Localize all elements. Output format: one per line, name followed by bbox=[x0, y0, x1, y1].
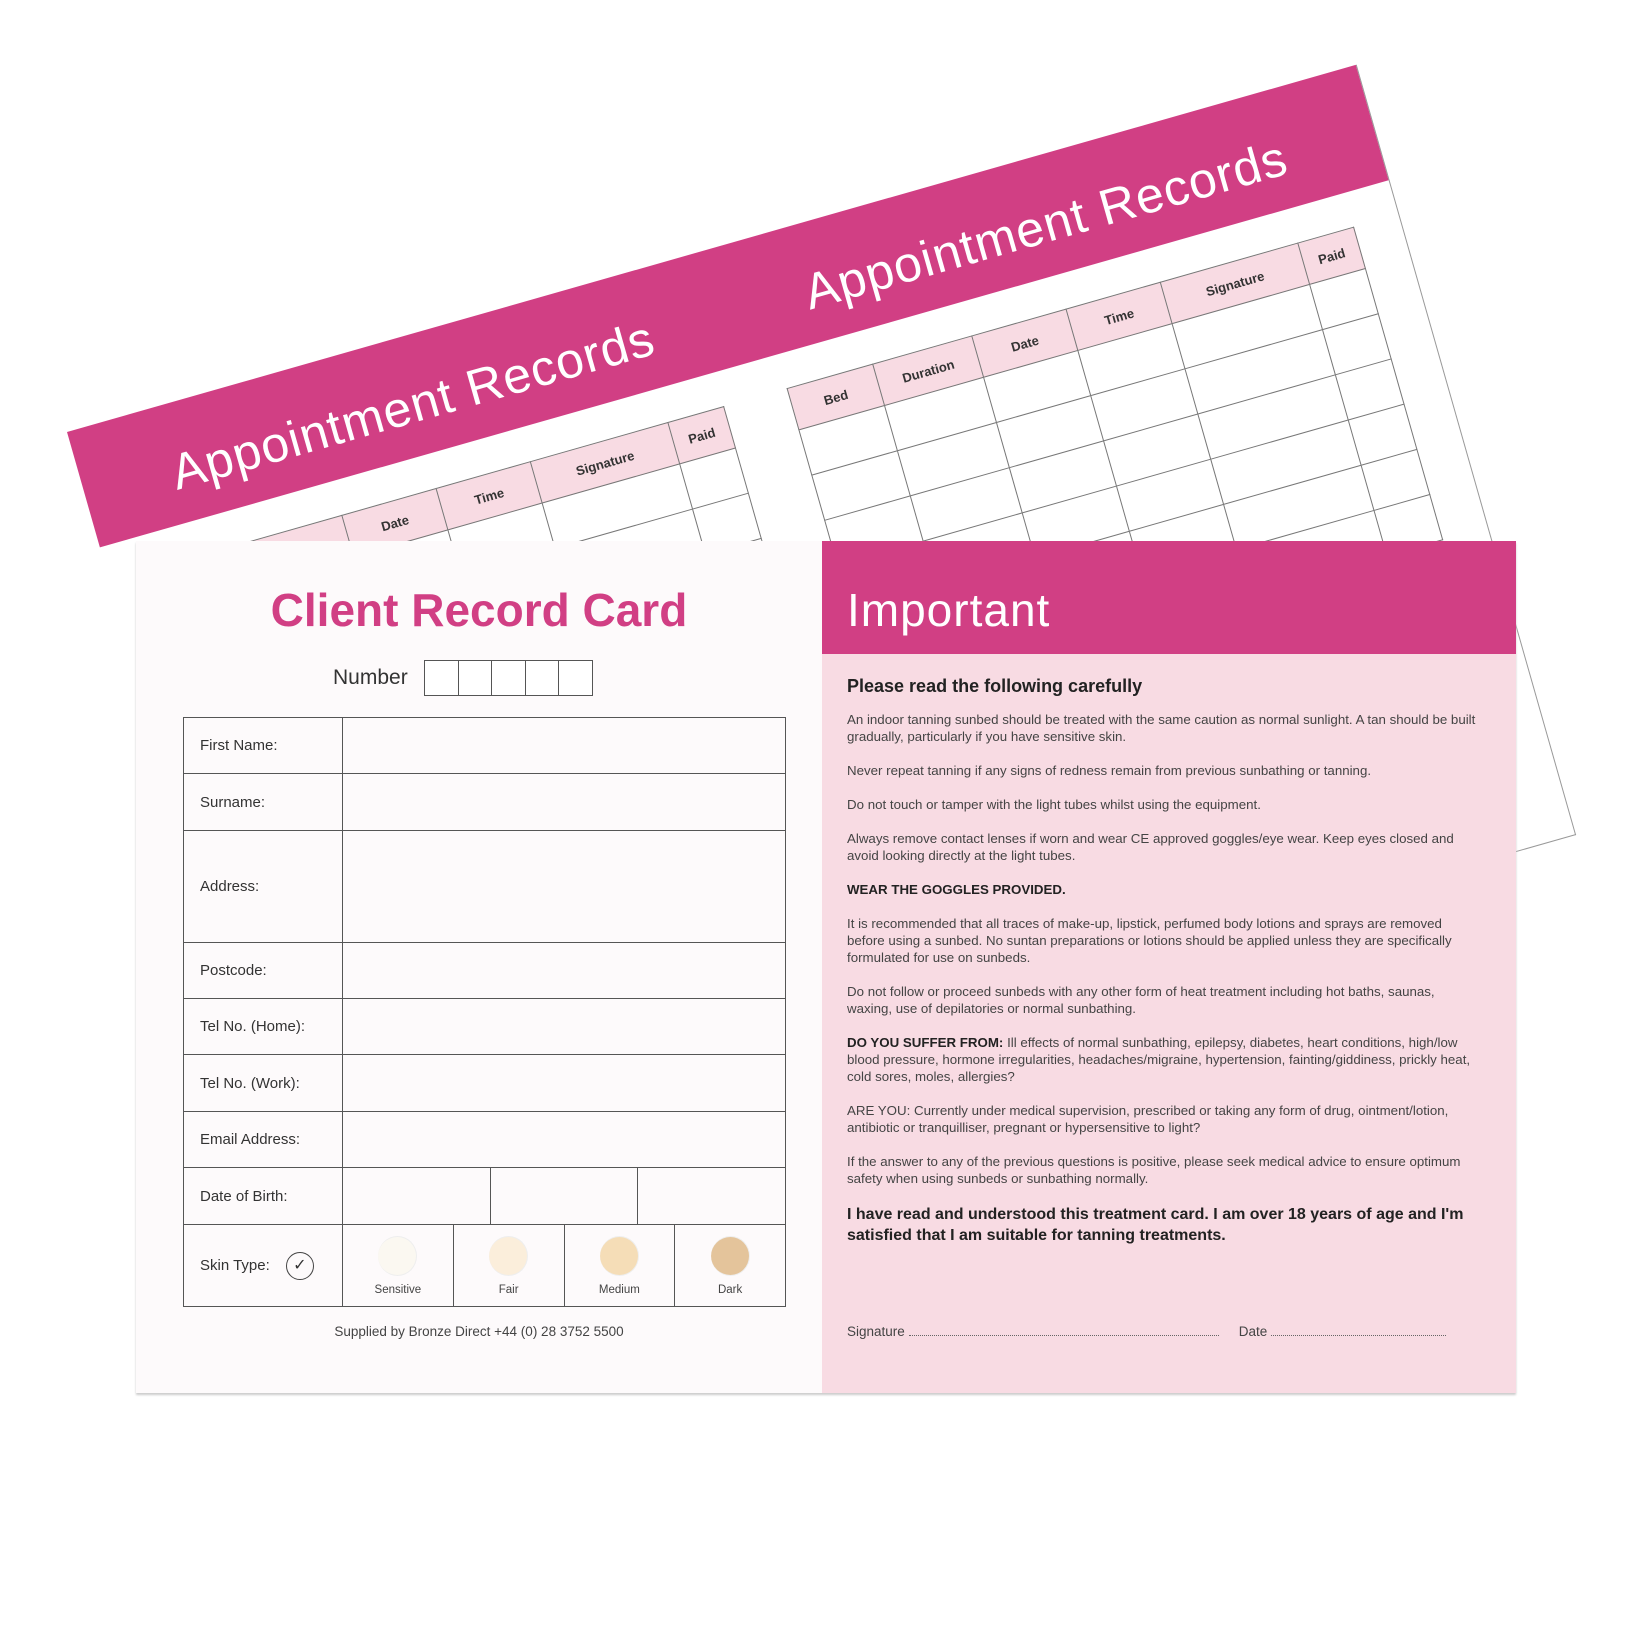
number-box[interactable] bbox=[524, 660, 560, 696]
field-label: Date of Birth: bbox=[183, 1167, 343, 1225]
postcode-field[interactable] bbox=[342, 942, 786, 999]
suffer-from-label: DO YOU SUFFER FROM: bbox=[847, 1035, 1004, 1050]
skin-option-label: Sensitive bbox=[374, 1284, 422, 1296]
paragraph: Always remove contact lenses if worn and… bbox=[847, 831, 1454, 863]
suffer-from-paragraph: DO YOU SUFFER FROM: Ill effects of norma… bbox=[847, 1034, 1477, 1085]
date-line[interactable] bbox=[1271, 1335, 1447, 1336]
skin-swatch bbox=[489, 1236, 529, 1276]
skin-swatch bbox=[378, 1236, 418, 1276]
skin-option-sensitive[interactable]: Sensitive bbox=[343, 1225, 453, 1306]
paragraph: Do not follow or proceed sunbeds with an… bbox=[847, 984, 1435, 1016]
address-field[interactable] bbox=[342, 830, 786, 943]
important-header: Important bbox=[822, 541, 1516, 654]
number-box[interactable] bbox=[558, 660, 594, 696]
important-panel: Important Please read the following care… bbox=[822, 541, 1516, 1393]
paragraph: Never repeat tanning if any signs of red… bbox=[847, 763, 1372, 778]
goggles-warning-text: WEAR THE GOGGLES PROVIDED. bbox=[847, 882, 1066, 897]
field-label: First Name: bbox=[183, 717, 343, 774]
skin-option-label: Fair bbox=[498, 1284, 519, 1296]
goggles-warning: WEAR THE GOGGLES PROVIDED. bbox=[847, 881, 1477, 898]
important-body: Please read the following carefully An i… bbox=[847, 676, 1477, 1263]
tel-home-field[interactable] bbox=[342, 998, 786, 1055]
suffer-from-text: Ill effects of normal sunbathing, epilep… bbox=[847, 1035, 1471, 1084]
first-name-field[interactable] bbox=[342, 717, 786, 774]
field-label: Surname: bbox=[183, 773, 343, 831]
declaration: I have read and understood this treatmen… bbox=[847, 1206, 1464, 1244]
number-box[interactable] bbox=[491, 660, 527, 696]
field-label: Address: bbox=[183, 830, 343, 943]
signature-label: Signature bbox=[847, 1324, 905, 1339]
skin-option-fair[interactable]: Fair bbox=[452, 1225, 564, 1306]
supplier-text: Supplied by Bronze Direct +44 (0) 28 375… bbox=[334, 1324, 624, 1339]
number-row: Number bbox=[333, 660, 594, 696]
skin-swatch bbox=[710, 1236, 750, 1276]
paragraph: If the answer to any of the previous que… bbox=[847, 1154, 1461, 1186]
field-label: Tel No. (Home): bbox=[183, 998, 343, 1055]
paragraph: An indoor tanning sunbed should be treat… bbox=[847, 712, 1476, 744]
client-details-table: First Name: Surname: Address: Postcode: … bbox=[183, 717, 786, 1307]
field-label: Postcode: bbox=[183, 942, 343, 999]
number-box[interactable] bbox=[457, 660, 493, 696]
instructions-heading: Please read the following carefully bbox=[847, 676, 1143, 696]
paragraph: It is recommended that all traces of mak… bbox=[847, 916, 1452, 965]
signature-line[interactable] bbox=[908, 1335, 1219, 1336]
surname-field[interactable] bbox=[342, 773, 786, 831]
skin-option-label: Dark bbox=[717, 1284, 743, 1296]
card-title: Client Record Card bbox=[270, 584, 688, 636]
client-record-panel: Client Record Card Number First Name: Su… bbox=[136, 541, 822, 1393]
field-label: Tel No. (Work): bbox=[183, 1054, 343, 1112]
date-of-birth-field[interactable] bbox=[342, 1167, 786, 1225]
dob-month-field[interactable] bbox=[489, 1168, 638, 1224]
number-label: Number bbox=[333, 666, 408, 689]
skin-option-label: Medium bbox=[598, 1284, 640, 1296]
checkmark-icon: ✓ bbox=[285, 1251, 314, 1280]
field-label: Email Address: bbox=[183, 1111, 343, 1168]
important-title: Important bbox=[847, 584, 1051, 636]
date-label: Date bbox=[1238, 1324, 1268, 1339]
skin-option-medium[interactable]: Medium bbox=[563, 1225, 675, 1306]
tel-work-field[interactable] bbox=[342, 1054, 786, 1112]
signature-row: Signature Date bbox=[847, 1324, 1466, 1339]
skin-type-label: Skin Type: bbox=[200, 1256, 270, 1274]
skin-type-options: Sensitive Fair Medium Dark bbox=[342, 1224, 786, 1307]
number-box[interactable] bbox=[424, 660, 460, 696]
paragraph: ARE YOU: Currently under medical supervi… bbox=[847, 1103, 1449, 1135]
skin-type-cell: Skin Type: ✓ bbox=[183, 1224, 343, 1307]
email-field[interactable] bbox=[342, 1111, 786, 1168]
dob-day-field[interactable] bbox=[343, 1168, 490, 1224]
client-record-card: Client Record Card Number First Name: Su… bbox=[136, 541, 1516, 1393]
paragraph: Do not touch or tamper with the light tu… bbox=[847, 797, 1261, 812]
dob-year-field[interactable] bbox=[637, 1168, 785, 1224]
skin-option-dark[interactable]: Dark bbox=[674, 1225, 785, 1306]
skin-swatch bbox=[599, 1236, 639, 1276]
